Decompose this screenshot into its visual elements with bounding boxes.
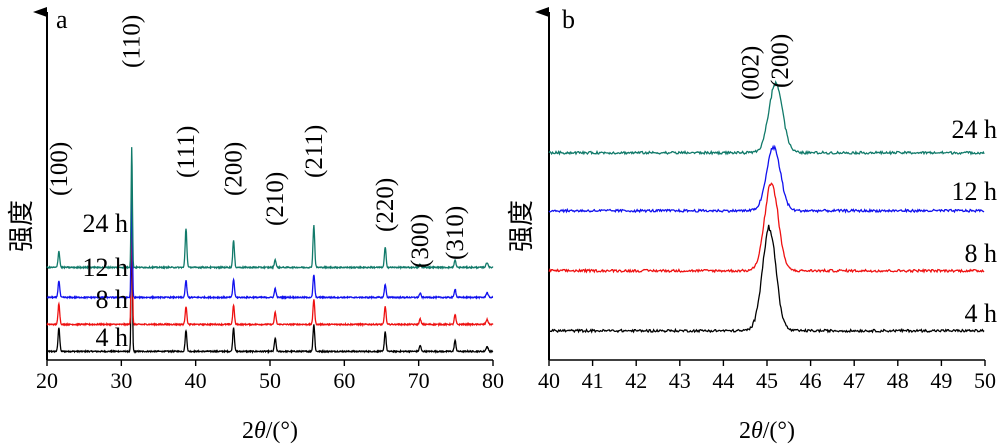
x-tick-label: 20 xyxy=(36,368,58,393)
peak-label: (200) xyxy=(767,34,794,88)
panel-a: a 20 30 40 50 60 70 80 (100) (110) (111) (200) (21… xyxy=(7,5,504,444)
x-tick-label: 50 xyxy=(974,368,996,393)
x-tick-label: 80 xyxy=(482,368,504,393)
panel-b-series-labels: 4 h 8 h 12 h 24 h xyxy=(952,115,998,328)
x-tick-label: 49 xyxy=(930,368,952,393)
peak-label: (211) xyxy=(301,125,328,178)
series-label-24h: 24 h xyxy=(83,209,129,238)
x-tick-label: 60 xyxy=(333,368,355,393)
peak-label: (111) xyxy=(173,126,200,178)
series-label-8h: 8 h xyxy=(96,285,129,314)
peak-label: (300) xyxy=(407,214,434,268)
panel-b-peak-labels: (002) (200) xyxy=(738,34,794,100)
x-tick-label: 30 xyxy=(110,368,132,393)
panel-b-letter: b xyxy=(562,5,575,34)
x-tick-label: 42 xyxy=(625,368,647,393)
series-label-12h: 12 h xyxy=(83,253,129,282)
peak-label: (110) xyxy=(119,15,146,68)
peak-label: (200) xyxy=(221,142,248,196)
panel-a-series-labels: 4 h 8 h 12 h 24 h xyxy=(83,209,129,352)
peak-label: (220) xyxy=(372,178,399,232)
series-line-24h xyxy=(46,147,494,271)
panel-a-x-ticks: 20 30 40 50 60 70 80 xyxy=(36,360,504,393)
x-tick-label: 70 xyxy=(408,368,430,393)
x-tick-label: 41 xyxy=(582,368,604,393)
x-tick-label: 40 xyxy=(538,368,560,393)
series-label-4h: 4 h xyxy=(965,299,998,328)
series-line-4h xyxy=(46,219,494,355)
x-tick-label: 48 xyxy=(887,368,909,393)
series-line-12h xyxy=(46,182,494,301)
panel-a-letter: a xyxy=(56,5,68,34)
series-line-8h xyxy=(46,204,494,328)
panel-a-peak-labels: (100) (110) (111) (200) (210) (211) (220) (300)… xyxy=(46,15,469,268)
series-label-24h: 24 h xyxy=(952,115,998,144)
panel-a-series xyxy=(46,147,494,355)
panel-b-y-axis-title: 强度 xyxy=(507,200,537,252)
series-label-12h: 12 h xyxy=(952,177,998,206)
peak-label: (310) xyxy=(442,206,469,260)
panel-a-y-axis-title: 强度 xyxy=(7,200,37,252)
series-line-24h xyxy=(548,79,985,156)
peak-label: (100) xyxy=(46,142,73,196)
panel-b-series xyxy=(548,79,985,334)
panel-b-x-axis-title: 2θ/(°) xyxy=(739,418,795,444)
x-tick-label: 40 xyxy=(185,368,207,393)
series-line-8h xyxy=(548,182,985,274)
x-tick-label: 46 xyxy=(800,368,822,393)
x-tick-label: 47 xyxy=(843,368,865,393)
panel-b-x-ticks: 40 41 42 43 44 45 46 47 48 49 50 xyxy=(538,360,996,393)
x-tick-label: 50 xyxy=(259,368,281,393)
x-tick-label: 43 xyxy=(669,368,691,393)
panel-b: b 40 41 42 43 44 45 46 47 48 49 50 (002) (200) 4 h 8… xyxy=(507,5,997,444)
peak-label: (210) xyxy=(262,172,289,226)
series-line-12h xyxy=(548,144,985,214)
x-tick-label: 44 xyxy=(712,368,734,393)
series-label-8h: 8 h xyxy=(965,239,998,268)
series-label-4h: 4 h xyxy=(96,323,129,352)
peak-label: (002) xyxy=(738,46,765,100)
panel-a-x-axis-title: 2θ/(°) xyxy=(242,418,298,444)
x-tick-label: 45 xyxy=(756,368,778,393)
series-line-4h xyxy=(548,224,985,334)
